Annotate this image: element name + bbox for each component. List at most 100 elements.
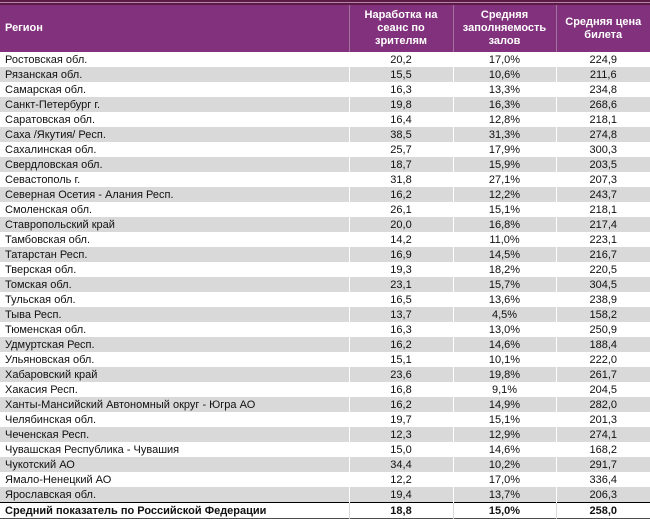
ticket-price-cell: 188,4	[555, 337, 650, 352]
ticket-price-cell: 238,9	[555, 292, 650, 307]
region-cell: Сахалинская обл.	[5, 143, 97, 156]
table-row: Ставропольский край 20,0 16,8% 217,4	[0, 217, 650, 232]
table-row: Ярославская обл. 19,4 13,7% 206,3	[0, 487, 650, 503]
occupancy-cell: 13,3%	[452, 82, 556, 97]
ticket-price-cell: 258,0	[555, 502, 650, 519]
region-cell: Чеченская Респ.	[0, 427, 349, 442]
sessions-per-viewer-cell: 14,2	[348, 232, 453, 247]
table-header-row: Регион Наработка на сеанс по зрителям Ср…	[0, 5, 650, 52]
occupancy-cell: 15,9%	[452, 157, 556, 172]
ticket-price-cell: 222,0	[555, 352, 650, 367]
table-row: Томская обл. 23,1 15,7% 304,5	[0, 277, 650, 292]
column-header-ticket-price: Средняя цена билета	[555, 5, 650, 52]
ticket-price-cell: 218,1	[555, 112, 650, 127]
ticket-price-cell: 203,5	[555, 157, 650, 172]
sessions-per-viewer-cell: 20,2	[348, 52, 453, 67]
sessions-per-viewer-cell: 15,0	[348, 442, 453, 457]
table-row: Северная Осетия - Алания Респ. 16,2 12,2% 2…	[0, 187, 650, 202]
table-row: Свердловская обл. 18,7 15,9% 203,5	[0, 157, 650, 172]
ticket-price-cell: 201,3	[555, 412, 650, 427]
table-row: Тюменская обл. 16,3 13,0% 250,9	[0, 322, 650, 337]
ticket-price-cell: 224,9	[555, 52, 650, 67]
table-row: Челябинская обл. 19,7 15,1% 201,3	[0, 412, 650, 427]
sessions-per-viewer-cell: 15,5	[348, 67, 453, 82]
region-cell: Ярославская обл.	[0, 487, 349, 503]
occupancy-cell: 17,0%	[452, 472, 556, 487]
ticket-price-cell: 158,2	[555, 307, 650, 322]
occupancy-cell: 4,5%	[452, 307, 556, 322]
ticket-price-cell: 274,1	[555, 427, 650, 442]
ticket-price-cell: 234,8	[555, 82, 650, 97]
region-cell: Хабаровский край	[0, 367, 349, 382]
table-row: Самарская обл. 16,3 13,3% 234,8	[0, 82, 650, 97]
sessions-per-viewer-cell: 12,3	[348, 427, 453, 442]
sessions-per-viewer-cell: 16,5	[348, 292, 453, 307]
sessions-per-viewer-cell: 16,3	[348, 322, 453, 337]
region-cell: Саратовская обл.	[5, 113, 96, 126]
sessions-per-viewer-cell: 25,7	[348, 142, 453, 157]
table-footer-row: Средний показатель по Российской Федерац…	[0, 502, 650, 519]
table-row: Ханты-Мансийский Автономный округ - Югра…	[0, 397, 650, 412]
occupancy-cell: 10,1%	[452, 352, 556, 367]
sessions-per-viewer-cell: 15,1	[348, 352, 453, 367]
region-cell: Ямало-Ненецкий АО	[5, 473, 112, 486]
regions-statistics-table: Регион Наработка на сеанс по зрителям Ср…	[0, 5, 650, 519]
table-row: Рязанская обл. 15,5 10,6% 211,6	[0, 67, 650, 82]
sessions-per-viewer-cell: 19,7	[348, 412, 453, 427]
occupancy-cell: 12,8%	[452, 112, 556, 127]
region-cell: Тамбовская обл.	[5, 233, 91, 246]
occupancy-cell: 9,1%	[452, 382, 556, 397]
table-row: Севастополь г. 31,8 27,1% 207,3	[0, 172, 650, 187]
occupancy-cell: 27,1%	[452, 172, 556, 187]
ticket-price-cell: 261,7	[555, 367, 650, 382]
occupancy-cell: 17,0%	[452, 52, 556, 67]
column-header-sessions-per-viewer: Наработка на сеанс по зрителям	[348, 5, 453, 52]
region-cell: Тыва Респ.	[0, 307, 349, 322]
table-row: Чувашская Республика - Чувашия 15,0 14,6% 1…	[0, 442, 650, 457]
ticket-price-cell: 250,9	[555, 322, 650, 337]
region-cell: Саха /Якутия/ Респ.	[0, 127, 349, 142]
ticket-price-cell: 220,5	[555, 262, 650, 277]
sessions-per-viewer-cell: 23,1	[348, 277, 453, 292]
occupancy-cell: 19,8%	[452, 367, 556, 382]
table-row: Смоленская обл. 26,1 15,1% 218,1	[0, 202, 650, 217]
sessions-per-viewer-cell: 20,0	[348, 217, 453, 232]
region-cell: Татарстан Респ.	[0, 247, 349, 262]
table-row: Тамбовская обл. 14,2 11,0% 223,1	[0, 232, 650, 247]
sessions-per-viewer-cell: 31,8	[348, 172, 453, 187]
occupancy-cell: 16,8%	[452, 217, 556, 232]
occupancy-cell: 14,6%	[452, 337, 556, 352]
table-row: Ульяновская обл. 15,1 10,1% 222,0	[0, 352, 650, 367]
sessions-per-viewer-cell: 19,3	[348, 262, 453, 277]
region-cell: Свердловская обл.	[0, 157, 349, 172]
sessions-per-viewer-cell: 16,2	[348, 187, 453, 202]
ticket-price-cell: 274,8	[555, 127, 650, 142]
occupancy-cell: 13,6%	[452, 292, 556, 307]
occupancy-cell: 15,0%	[452, 502, 556, 519]
sessions-per-viewer-cell: 16,9	[348, 247, 453, 262]
table-row: Хакасия Респ. 16,8 9,1% 204,5	[0, 382, 650, 397]
table-row: Тверская обл. 19,3 18,2% 220,5	[0, 262, 650, 277]
column-header-occupancy: Средняя заполняемость залов	[452, 5, 556, 52]
region-cell: Чувашская Республика - Чувашия	[5, 443, 180, 456]
sessions-per-viewer-cell: 19,8	[348, 97, 453, 112]
ticket-price-cell: 243,7	[555, 187, 650, 202]
table-row: Сахалинская обл. 25,7 17,9% 300,3	[0, 142, 650, 157]
ticket-price-cell: 216,7	[555, 247, 650, 262]
occupancy-cell: 12,2%	[452, 187, 556, 202]
ticket-price-cell: 218,1	[555, 202, 650, 217]
occupancy-cell: 14,9%	[452, 397, 556, 412]
sessions-per-viewer-cell: 34,4	[348, 457, 453, 472]
occupancy-cell: 16,3%	[452, 97, 556, 112]
sessions-per-viewer-cell: 18,8	[348, 502, 453, 519]
ticket-price-cell: 282,0	[555, 397, 650, 412]
ticket-price-cell: 300,3	[555, 142, 650, 157]
table-row: Санкт-Петербург г. 19,8 16,3% 268,6	[0, 97, 650, 112]
table-row: Чеченская Респ. 12,3 12,9% 274,1	[0, 427, 650, 442]
region-cell: Смоленская обл.	[5, 203, 93, 216]
region-cell: Ставропольский край	[0, 217, 349, 232]
ticket-price-cell: 268,6	[555, 97, 650, 112]
table-row: Саха /Якутия/ Респ. 38,5 31,3% 274,8	[0, 127, 650, 142]
occupancy-cell: 11,0%	[452, 232, 556, 247]
sessions-per-viewer-cell: 19,4	[348, 487, 453, 503]
